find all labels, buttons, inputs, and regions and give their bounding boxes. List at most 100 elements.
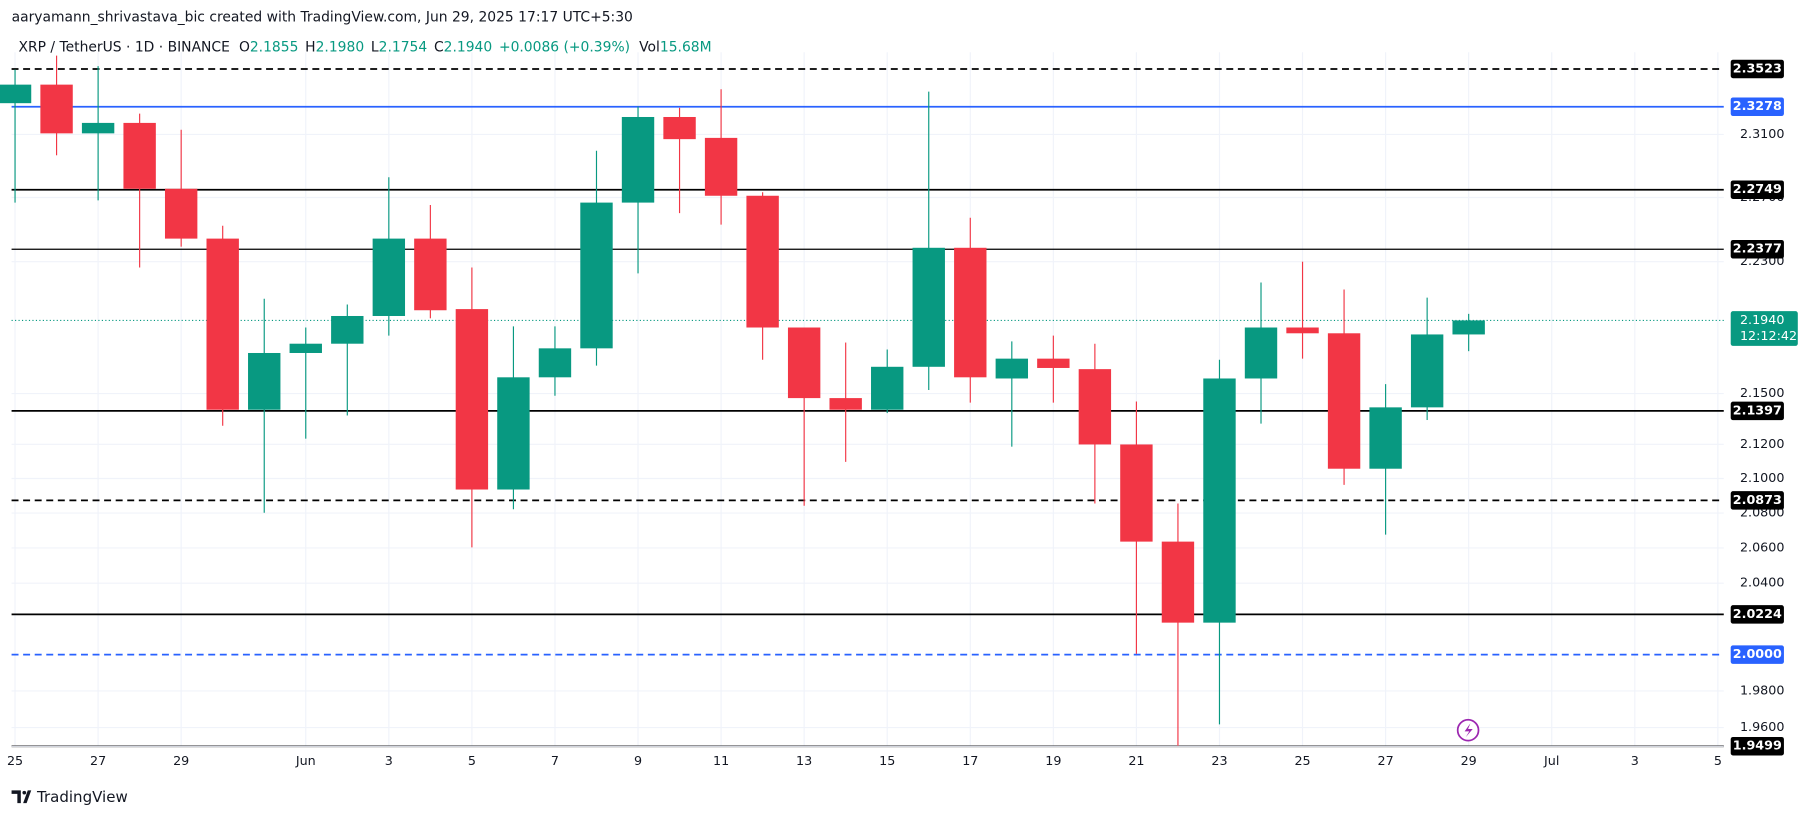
level-label: 2.2377 bbox=[1733, 241, 1782, 256]
level-label: 2.0224 bbox=[1733, 606, 1782, 621]
x-tick-label: 29 bbox=[173, 753, 189, 768]
x-tick-label: 15 bbox=[879, 753, 895, 768]
last-price-box bbox=[1730, 311, 1798, 346]
candle-body bbox=[1327, 333, 1361, 469]
x-tick-label: 19 bbox=[1045, 753, 1061, 768]
volume-value: 15.68M bbox=[660, 40, 712, 56]
credit: aaryamann_shrivastava_bic created with T… bbox=[12, 10, 633, 26]
y-tick-label: 1.9800 bbox=[1740, 682, 1785, 697]
ohlc-value: 2.1940 bbox=[444, 40, 493, 56]
candle-body bbox=[206, 238, 239, 410]
x-tick-label: Jun bbox=[295, 753, 316, 768]
candle-body bbox=[621, 116, 655, 203]
candle-body bbox=[1244, 327, 1278, 379]
ohlc-value: 2.1754 bbox=[379, 40, 428, 56]
candle-body bbox=[248, 352, 281, 410]
change: +0.0086 (+0.39%) bbox=[499, 40, 630, 56]
candle-body bbox=[954, 247, 987, 378]
candle-body bbox=[455, 309, 489, 490]
candle-body bbox=[704, 137, 738, 196]
candle-body bbox=[663, 116, 696, 140]
candle-body bbox=[497, 377, 530, 490]
candle-body bbox=[289, 343, 322, 353]
candle-body bbox=[0, 84, 32, 104]
x-tick-label: 27 bbox=[1378, 753, 1394, 768]
candle-body bbox=[1203, 378, 1236, 623]
x-tick-label: 13 bbox=[796, 753, 812, 768]
ohlc-key: L bbox=[371, 40, 379, 56]
levels bbox=[11, 68, 1724, 748]
candle-body bbox=[1452, 320, 1485, 335]
candle-body bbox=[746, 195, 779, 328]
candle-body bbox=[123, 122, 156, 189]
y-tick-label: 2.1000 bbox=[1740, 470, 1785, 485]
candle-body bbox=[538, 348, 572, 378]
candle-body bbox=[1369, 407, 1402, 469]
y-tick-label: 2.0600 bbox=[1740, 539, 1785, 554]
x-tick-label: Jul bbox=[1543, 753, 1559, 768]
x-tick-label: 25 bbox=[1294, 753, 1310, 768]
level-label-box bbox=[1730, 59, 1784, 79]
volume-key: Vol bbox=[639, 40, 660, 56]
level-label-box bbox=[1730, 180, 1784, 199]
candle-body bbox=[1286, 327, 1319, 334]
candle-body bbox=[1161, 541, 1195, 623]
candle-body bbox=[1037, 358, 1070, 368]
event-icon[interactable] bbox=[1456, 718, 1480, 742]
ohlc-key: H bbox=[305, 40, 315, 56]
level-label: 1.9499 bbox=[1733, 738, 1782, 753]
level-label-box bbox=[1730, 239, 1784, 259]
ohlc-value: 2.1855 bbox=[250, 40, 299, 56]
level-label: 2.3278 bbox=[1733, 98, 1782, 113]
candle-body bbox=[81, 122, 115, 134]
level-label-box bbox=[1730, 605, 1784, 624]
candle-body bbox=[829, 398, 862, 410]
level-label: 2.3523 bbox=[1733, 60, 1782, 75]
candle-body bbox=[164, 188, 198, 239]
level-label: 2.2749 bbox=[1733, 181, 1782, 196]
candle-body bbox=[1078, 369, 1112, 445]
symbol: XRP / TetherUS · 1D · BINANCE bbox=[19, 40, 230, 56]
legend: XRP / TetherUS · 1D · BINANCE O2.1855 H2… bbox=[19, 40, 712, 56]
candle-body bbox=[912, 247, 945, 367]
x-tick-label: 23 bbox=[1211, 753, 1227, 768]
candle-body bbox=[787, 327, 821, 399]
ohlc-key: O bbox=[239, 40, 250, 56]
level-label-box bbox=[1730, 736, 1784, 756]
x-tick-label: 7 bbox=[551, 753, 559, 768]
x-tick-label: 11 bbox=[713, 753, 729, 768]
grid bbox=[11, 52, 1724, 747]
y-axis: 2.31002.27002.23002.15002.12002.10002.08… bbox=[1730, 59, 1798, 756]
level-label-box bbox=[1730, 491, 1784, 510]
candle-body bbox=[331, 315, 364, 344]
y-tick-label: 2.1500 bbox=[1740, 385, 1785, 400]
level-label-box bbox=[1730, 401, 1784, 421]
ohlc-value: 2.1980 bbox=[316, 40, 365, 56]
y-tick-label: 2.3100 bbox=[1740, 126, 1785, 141]
x-tick-label: 29 bbox=[1461, 753, 1477, 768]
candle-body bbox=[414, 238, 447, 311]
candle-body bbox=[995, 358, 1029, 379]
x-axis: 25 27 29 Jun 3 5 7 9 11 13 15 17 19 21 23 25 27 29 Jul 3 5 bbox=[7, 753, 1722, 768]
level-label: 2.0000 bbox=[1733, 646, 1782, 661]
candles bbox=[0, 55, 1485, 747]
x-tick-label: 3 bbox=[1631, 753, 1639, 768]
x-tick-label: 27 bbox=[90, 753, 106, 768]
x-tick-label: 5 bbox=[1714, 753, 1722, 768]
candle-body bbox=[1120, 444, 1153, 542]
x-tick-label: 9 bbox=[634, 753, 642, 768]
brand-logo bbox=[11, 790, 32, 804]
level-label-box bbox=[1730, 645, 1784, 664]
last-price-label: 2.1940 bbox=[1740, 312, 1785, 327]
brand: TradingView bbox=[36, 788, 128, 806]
x-tick-label: 3 bbox=[385, 753, 393, 768]
level-label: 2.0873 bbox=[1733, 492, 1782, 507]
candle-body bbox=[372, 238, 406, 316]
countdown: 12:12:42 bbox=[1740, 328, 1797, 343]
candle-body bbox=[871, 366, 904, 410]
x-tick-label: 17 bbox=[962, 753, 978, 768]
